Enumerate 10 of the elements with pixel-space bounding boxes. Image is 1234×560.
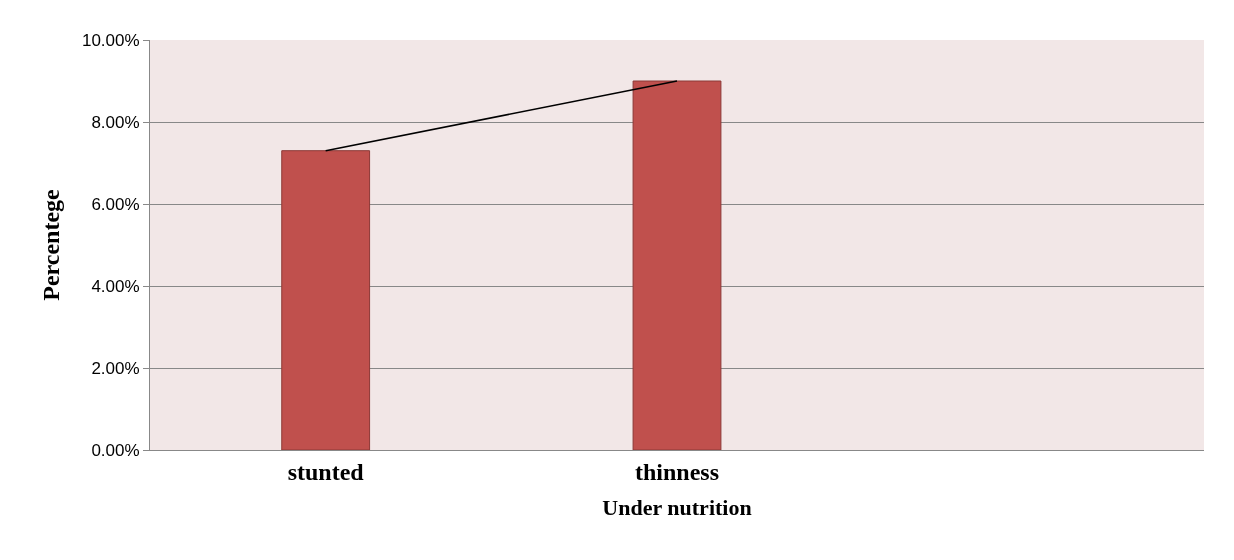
y-tick-label: 6.00% (91, 194, 140, 214)
y-tick-label: 2.00% (91, 358, 140, 378)
y-axis-title: Percentege (38, 188, 65, 301)
x-tick-label: thinness (634, 458, 720, 485)
y-tick-label: 0.00% (91, 440, 140, 460)
y-tick-label: 4.00% (91, 276, 140, 296)
x-axis-title: Under nutrition (602, 494, 752, 520)
x-tick-label: stunted (287, 458, 365, 485)
y-tick-label: 8.00% (91, 112, 140, 132)
y-tick-label: 10.00% (81, 30, 140, 50)
